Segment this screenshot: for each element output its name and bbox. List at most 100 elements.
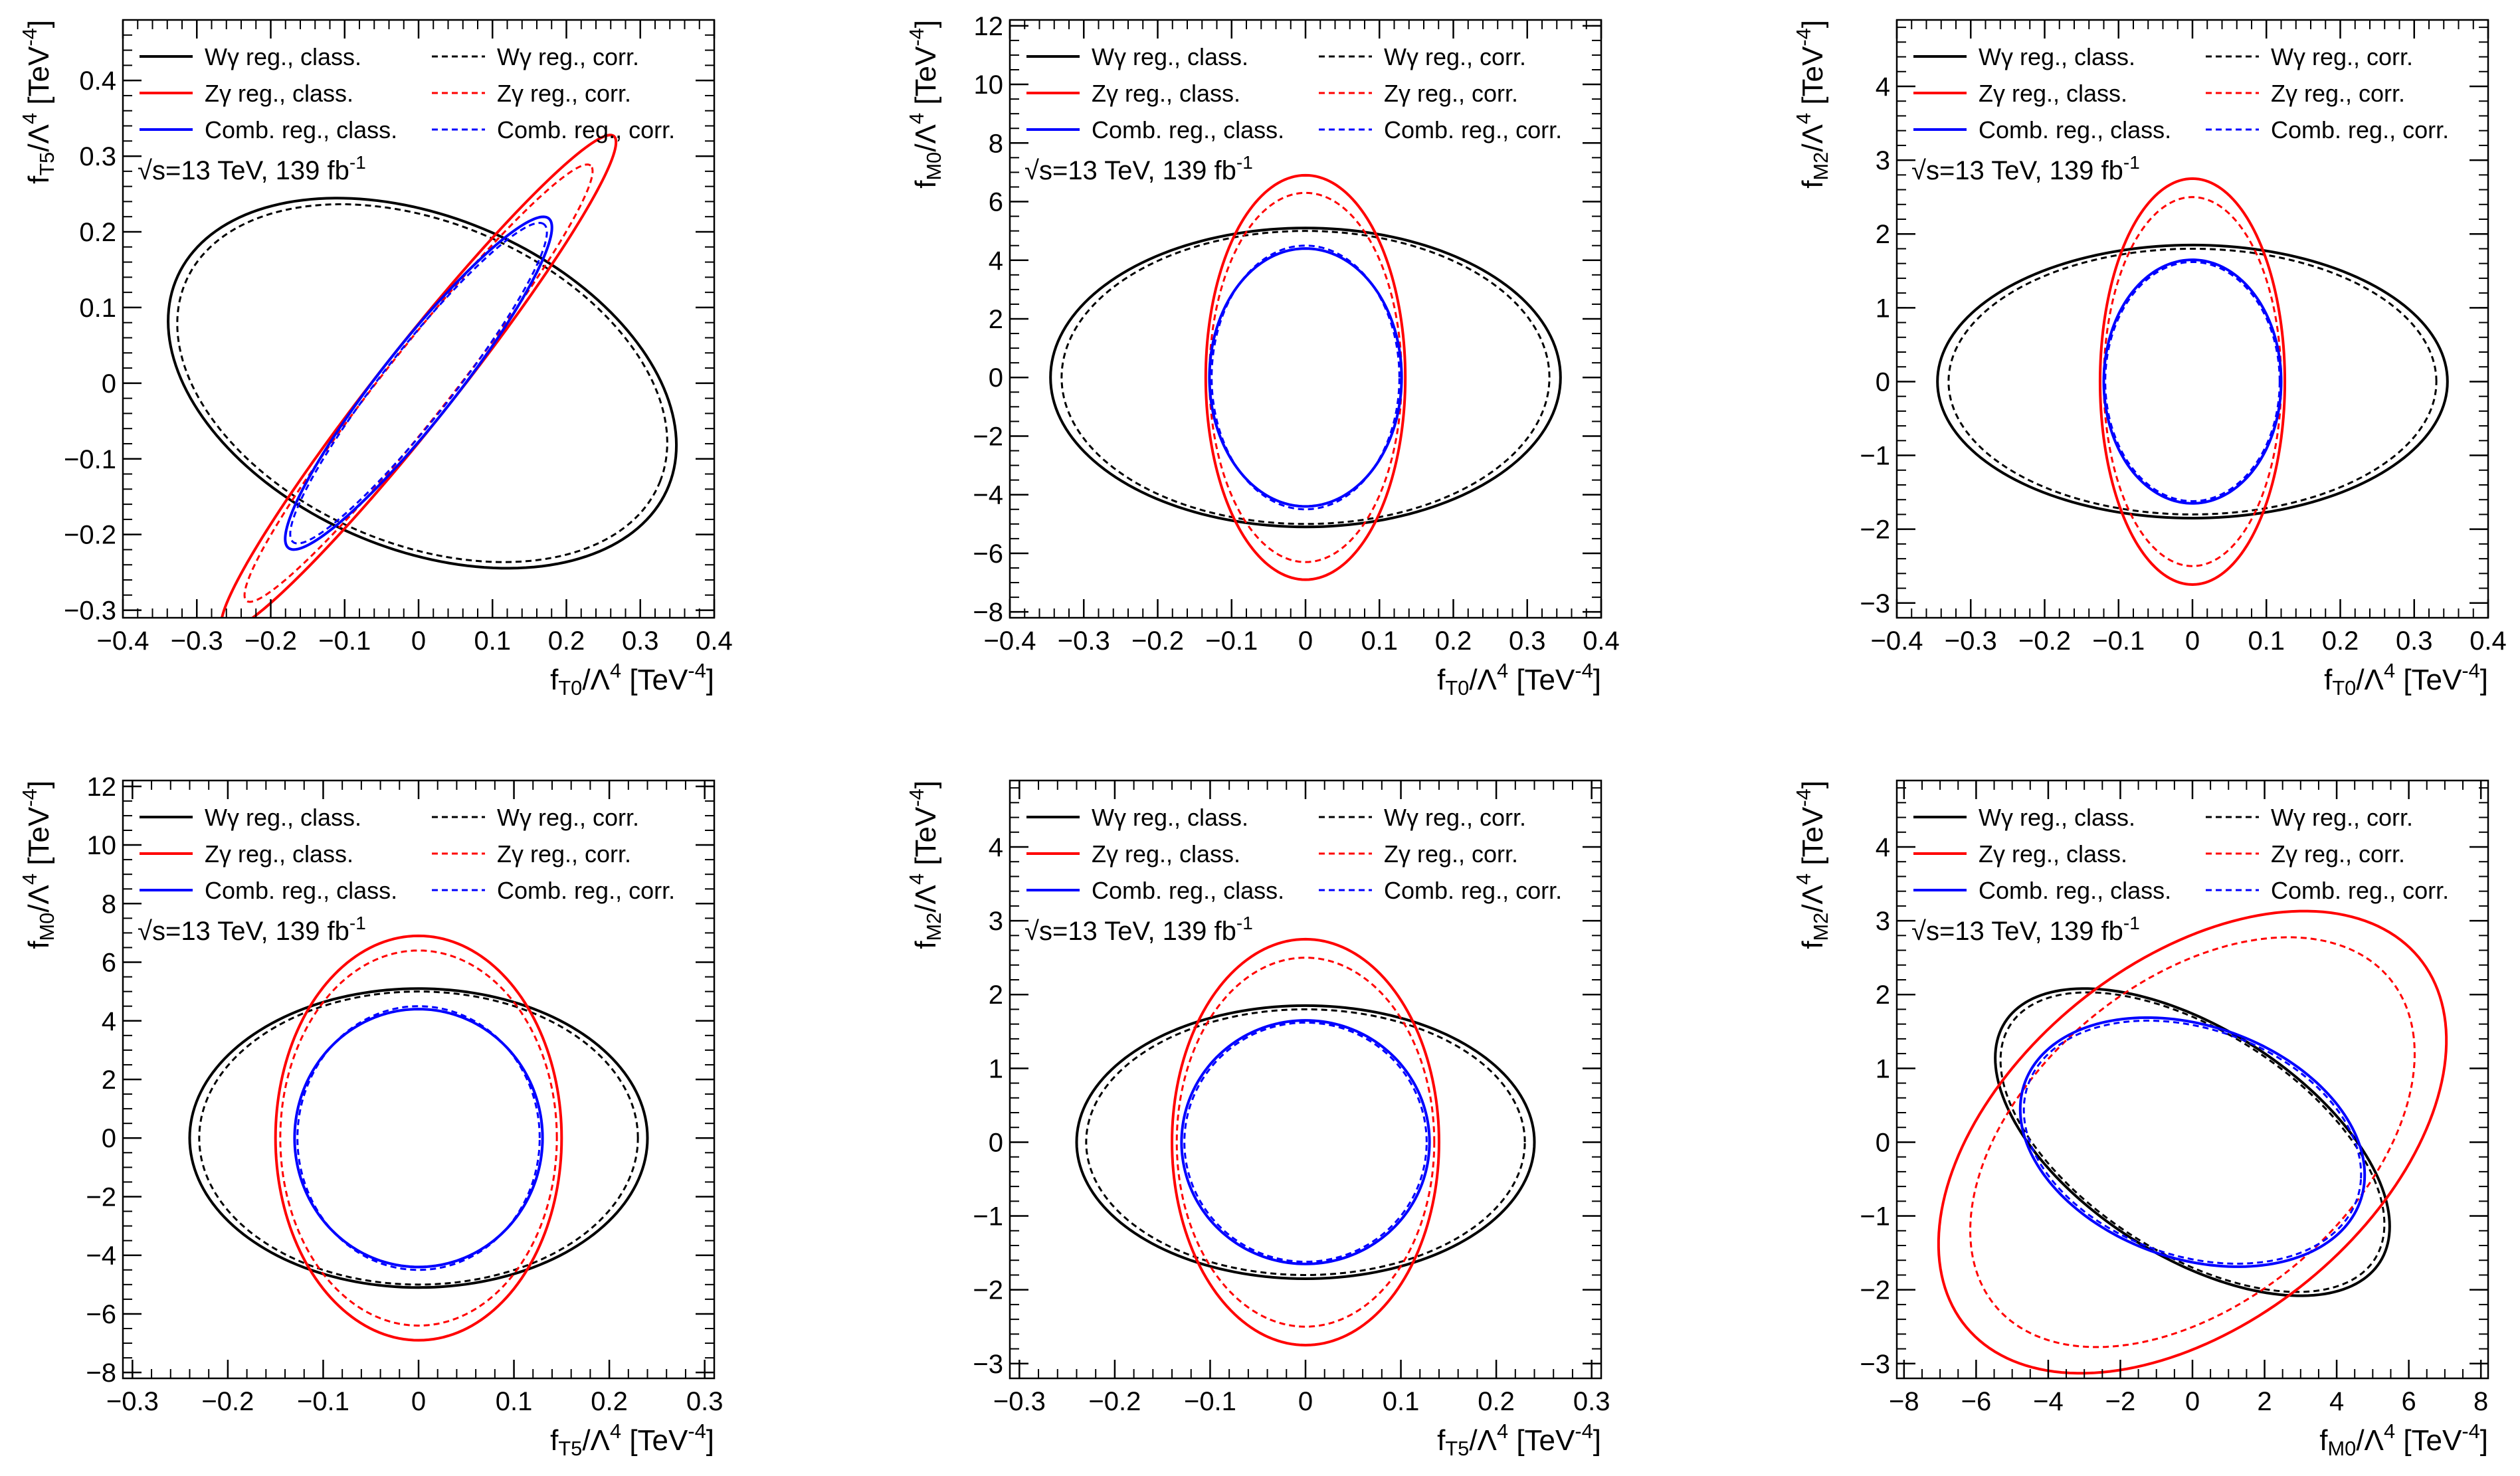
panel-3: −0.4 −0.3 −0.2 −0.1 0 0.1 0.2 0.3 0.4 −3 −2 −1 0 1 2 3 4… (1792, 19, 2507, 699)
energy-label: √s=13 TeV, 139 fb-1 (138, 152, 366, 185)
axis-label-sup: 4 (2384, 1420, 2395, 1443)
energy-sup: -1 (349, 913, 366, 933)
x-tick-label: −0.4 (1871, 626, 1923, 656)
x-tick-label: 0.3 (686, 1387, 724, 1416)
legend-label-c-class: Comb. reg., class. (1092, 877, 1284, 904)
axis-label-mid: /Λ (23, 124, 55, 151)
contour-w-class (1049, 227, 1562, 529)
axis-label-sub: M0 (2328, 1437, 2357, 1460)
x-tick-label: 0.1 (474, 626, 511, 656)
x-tick-label: 0.3 (1509, 626, 1546, 656)
y-tick-label: −4 (86, 1242, 116, 1271)
contours (188, 934, 649, 1342)
y-tick-label: 8 (102, 889, 116, 919)
legend: Wγ reg., class. Wγ reg., corr. Zγ reg., cl… (1913, 804, 2449, 904)
x-tick-label: 0.3 (2396, 626, 2433, 656)
axis-label-sup: 4 (610, 659, 621, 682)
axis-label-unit-sup: -4 (2462, 1420, 2479, 1443)
axis-label-f: f (1437, 1424, 1446, 1457)
y-tick-label: −6 (86, 1300, 116, 1329)
x-tick-label: −0.4 (984, 626, 1036, 656)
x-tick-label: −4 (2033, 1387, 2064, 1416)
axis-label-unit: [TeV (1508, 1424, 1575, 1457)
legend: Wγ reg., class. Wγ reg., corr. Zγ reg., cl… (1913, 43, 2449, 143)
energy-sup: -1 (1236, 913, 1253, 933)
x-tick-label: −0.1 (1205, 626, 1258, 656)
legend-label-c-corr: Comb. reg., corr. (2271, 877, 2449, 904)
y-tick-label: −3 (1860, 589, 1890, 618)
axis-label-unit: [TeV (910, 806, 942, 874)
contour-c-corr (296, 1005, 541, 1271)
y-tick-label: −2 (973, 422, 1003, 451)
axis-label-end: ] (910, 20, 942, 28)
legend-label-z-class: Zγ reg., class. (1979, 840, 2127, 868)
contour-z-corr (1175, 957, 1436, 1328)
contour-z-class (1204, 173, 1407, 581)
x-axis-title: fT0/Λ4 [TeV-4] (550, 659, 714, 699)
axis-label-end: ] (1796, 781, 1829, 788)
axis-label-unit: [TeV (910, 46, 942, 113)
axis-label-sup: 4 (610, 1420, 621, 1443)
axis-label-unit-sup: -4 (688, 659, 706, 682)
x-tick-label: −0.3 (1058, 626, 1110, 656)
x-axis-title: fM0/Λ4 [TeV-4] (2319, 1420, 2488, 1460)
x-tick-label: 0.3 (1573, 1387, 1610, 1416)
contour-w-corr (1060, 230, 1551, 525)
contour-c-corr (2104, 260, 2281, 502)
x-tick-label: 0.1 (496, 1387, 533, 1416)
y-tick-label: −1 (973, 1202, 1003, 1232)
y-tick-label: 4 (989, 246, 1003, 276)
x-tick-label: 0.2 (1435, 626, 1472, 656)
contour-c-corr (2022, 1020, 2363, 1265)
y-tick-label: 0 (989, 1128, 1003, 1157)
y-axis-title: fM0/Λ4 [TeV-4] (18, 781, 58, 949)
axis-label-sub: T0 (558, 676, 582, 699)
x-tick-label: −0.3 (1945, 626, 1997, 656)
axis-label-mid: /Λ (1469, 1424, 1497, 1457)
contours (1049, 173, 1562, 581)
axis-label-end: ] (1593, 664, 1601, 696)
x-tick-label: 0.1 (1383, 1387, 1420, 1416)
x-tick-label: −6 (1961, 1387, 1992, 1416)
contours (1936, 177, 2449, 587)
axis-label-unit-sup: -4 (688, 1420, 706, 1443)
x-tick-label: 0.1 (1361, 626, 1398, 656)
x-tick-label: −0.3 (993, 1387, 1046, 1416)
energy-text: s=13 TeV, 139 fb (1039, 156, 1236, 185)
axis-label-end: ] (2480, 664, 2488, 696)
contour-z-corr (1969, 936, 2416, 1348)
legend-label-c-corr: Comb. reg., corr. (1384, 877, 1562, 904)
y-tick-label: 6 (102, 949, 116, 978)
y-tick-label: 4 (1876, 72, 1890, 102)
y-tick-label: −0.3 (64, 597, 116, 626)
contour-z-class (220, 134, 618, 618)
legend: Wγ reg., class. Wγ reg., corr. Zγ reg., cl… (140, 804, 675, 904)
axis-label-unit-sup: -4 (1575, 659, 1593, 682)
legend-label-c-class: Comb. reg., class. (205, 877, 397, 904)
y-tick-label: 0 (989, 363, 1003, 393)
contour-c-class (284, 215, 553, 551)
axis-label-end: ] (706, 664, 714, 696)
x-tick-label: −0.3 (106, 1387, 159, 1416)
contour-c-class (1208, 247, 1403, 508)
y-tick-label: 2 (989, 305, 1003, 334)
axis-label-sup: 4 (1792, 113, 1815, 124)
axis-label-sup: 4 (18, 874, 41, 885)
energy-sup: -1 (1236, 152, 1253, 173)
legend-label-w-corr: Wγ reg., corr. (497, 43, 639, 70)
y-tick-label: 3 (1876, 907, 1890, 936)
y-axis-title: fM2/Λ4 [TeV-4] (1792, 781, 1832, 949)
energy-label: √s=13 TeV, 139 fb-1 (1024, 913, 1253, 946)
axis-label-sub: M2 (1809, 152, 1832, 181)
legend-label-z-class: Zγ reg., class. (205, 840, 353, 868)
x-tick-label: −0.2 (244, 626, 297, 656)
axis-label-sup: 4 (905, 874, 928, 885)
x-tick-label: 0.3 (622, 626, 659, 656)
x-tick-label: 0.4 (2470, 626, 2507, 656)
energy-text: s=13 TeV, 139 fb (1039, 917, 1236, 946)
y-tick-label: −4 (973, 481, 1003, 510)
y-tick-label: −8 (973, 598, 1003, 627)
axis-label-mid: /Λ (1796, 884, 1829, 912)
axis-label-sub: T0 (1445, 676, 1469, 699)
